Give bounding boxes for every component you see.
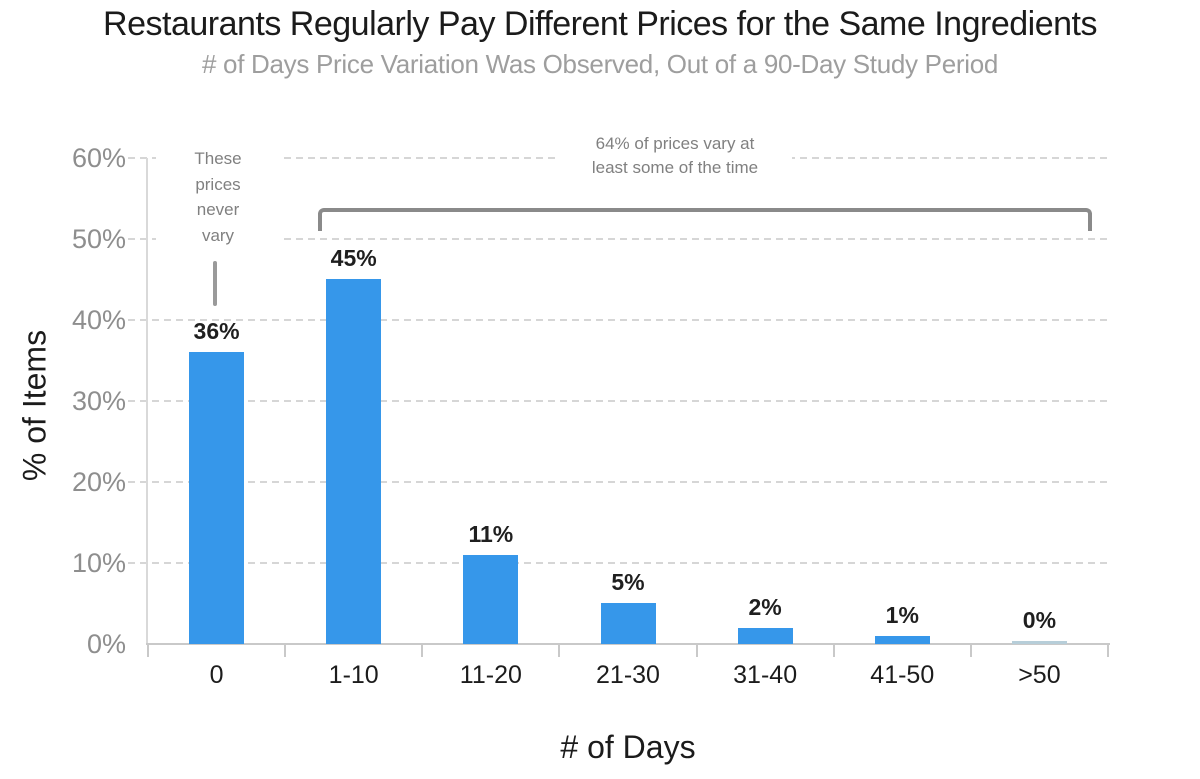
bar-value-label: 5% bbox=[611, 569, 645, 595]
x-tick-mark bbox=[421, 644, 424, 657]
x-tick-mark bbox=[695, 644, 698, 657]
x-tick-mark bbox=[147, 644, 149, 657]
bar-31-40 bbox=[737, 628, 793, 644]
x-tick-mark bbox=[1107, 644, 1109, 657]
x-category-label: 41-50 bbox=[870, 661, 935, 689]
y-tick-label: 10% bbox=[71, 548, 126, 578]
y-axis-line bbox=[146, 158, 148, 644]
x-category-label: 1-10 bbox=[328, 661, 379, 689]
bar-11-20 bbox=[463, 555, 519, 644]
bar-21-30 bbox=[600, 603, 656, 644]
bar-0 bbox=[189, 352, 245, 644]
x-category-label: 11-20 bbox=[459, 661, 522, 689]
chart-subtitle: # of Days Price Variation Was Observed, … bbox=[201, 49, 999, 79]
y-tick-label: 50% bbox=[71, 224, 126, 254]
x-axis-line bbox=[146, 643, 1110, 645]
x-category-label: 21-30 bbox=[596, 661, 660, 689]
bar-value-label: 2% bbox=[748, 594, 782, 620]
bar-value-label: 1% bbox=[885, 602, 919, 628]
y-tick-label: 0% bbox=[86, 629, 126, 659]
gridline-50 bbox=[128, 238, 1110, 240]
x-tick-mark bbox=[969, 644, 972, 657]
annotation-vary-group: 64% of prices vary at least some of the … bbox=[558, 132, 792, 180]
bar-1-10 bbox=[326, 279, 382, 644]
gridline-10 bbox=[128, 562, 1110, 564]
x-category-label: 0 bbox=[209, 661, 224, 689]
bar-value-label: 0% bbox=[1022, 607, 1057, 633]
x-tick-mark bbox=[284, 644, 287, 657]
y-tick-label: 40% bbox=[71, 305, 126, 335]
bar-value-label: 11% bbox=[468, 521, 514, 547]
x-tick-mark bbox=[832, 644, 835, 657]
bar-41-50 bbox=[874, 636, 930, 644]
bar-value-label: 36% bbox=[193, 318, 240, 344]
y-tick-label: 30% bbox=[71, 386, 126, 416]
bar->50 bbox=[1011, 641, 1067, 644]
y-tick-label: 20% bbox=[71, 467, 126, 497]
x-category-label: 31-40 bbox=[733, 661, 798, 689]
chart-title: Restaurants Regularly Pay Different Pric… bbox=[103, 5, 1097, 43]
gridline-20 bbox=[128, 481, 1110, 483]
x-category-label: >50 bbox=[1018, 661, 1061, 689]
group-bracket bbox=[318, 208, 1092, 231]
gridline-30 bbox=[128, 400, 1110, 402]
annotation-never-vary: These prices never vary bbox=[156, 146, 280, 248]
x-tick-mark bbox=[558, 644, 561, 657]
y-tick-label: 60% bbox=[71, 143, 126, 173]
annotation-pointer-line bbox=[213, 261, 217, 306]
bar-value-label: 45% bbox=[330, 245, 377, 271]
y-axis-title: % of Items bbox=[16, 329, 53, 482]
x-axis-title: # of Days bbox=[560, 729, 696, 765]
gridline-40 bbox=[128, 319, 1110, 321]
